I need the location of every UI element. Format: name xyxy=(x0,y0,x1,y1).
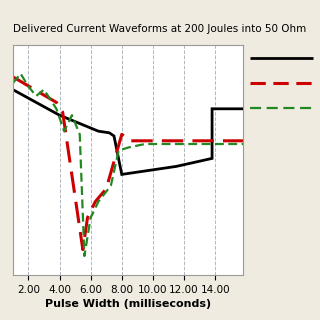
Text: Delivered Current Waveforms at 200 Joules into 50 Ohm: Delivered Current Waveforms at 200 Joule… xyxy=(13,24,306,34)
X-axis label: Pulse Width (milliseconds): Pulse Width (milliseconds) xyxy=(45,299,211,309)
